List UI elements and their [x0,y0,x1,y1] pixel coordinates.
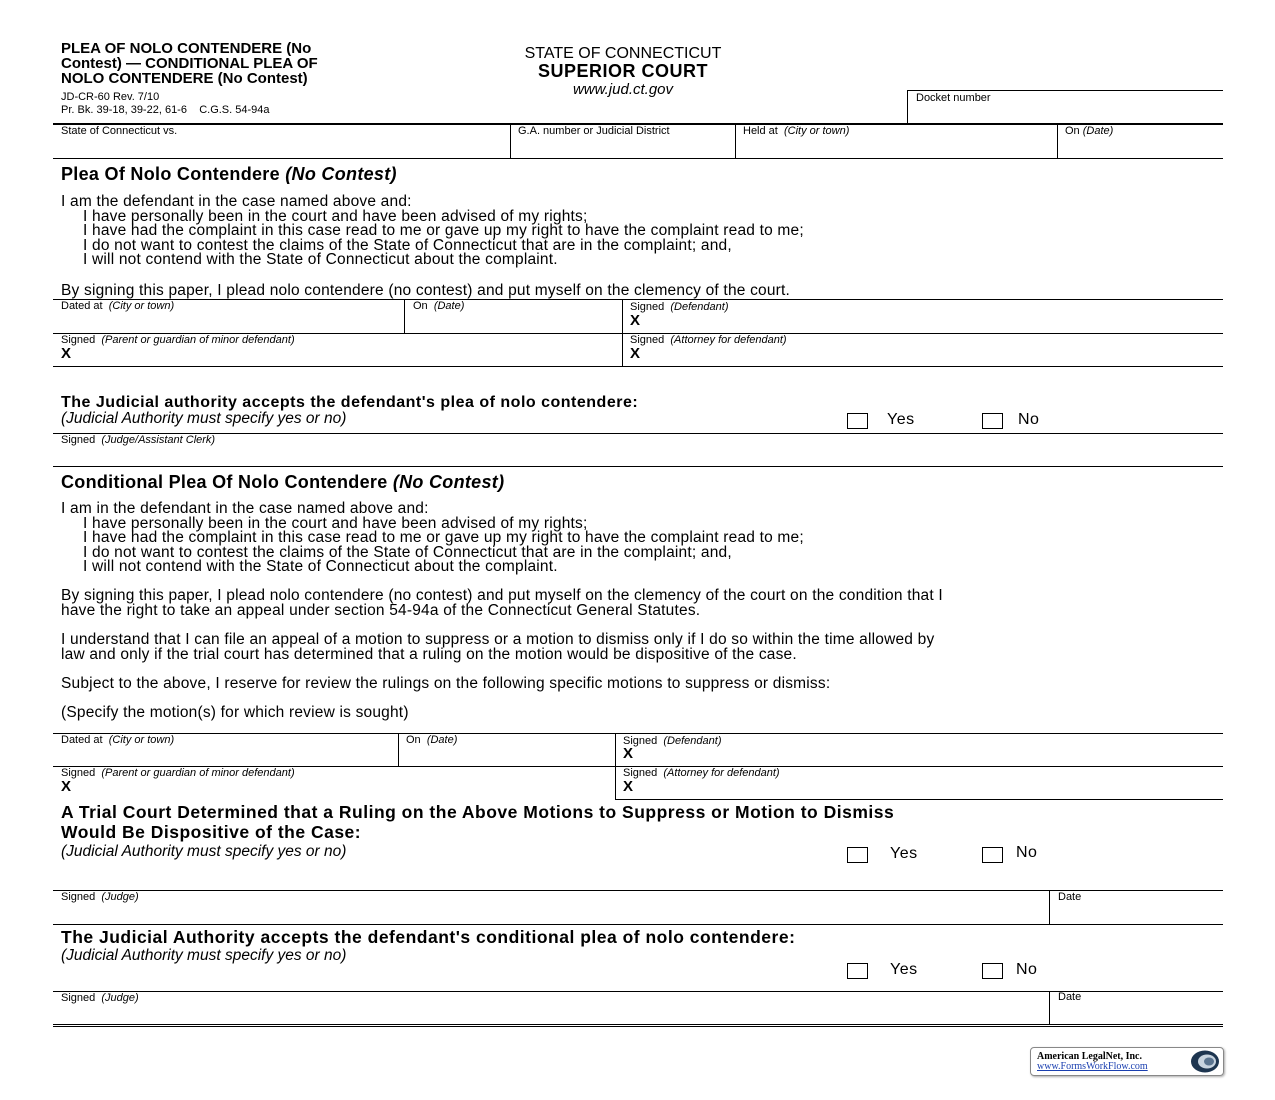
signed-guardian-label: Signed (Parent or guardian of minor defe… [61,767,295,779]
held-at-label: Held at [743,125,778,137]
date-label: Date [1058,891,1082,903]
title-line: NOLO CONTENDERE (No Contest) [61,70,308,87]
date-label: Date [1058,991,1082,1003]
yes-label: Yes [890,961,918,978]
yes-checkbox[interactable] [847,847,868,863]
american-legalnet-logo: American LegalNet, Inc. www.FormsWorkFlo… [1030,1047,1224,1076]
court-name: SUPERIOR COURT [537,61,708,81]
title-line: PLEA OF NOLO CONTENDERE (No [61,40,312,57]
plea-heading: Plea Of Nolo Contendere (No Contest) [61,164,397,184]
signature-x: X [61,778,72,795]
list-item: I do not want to contest the claims of t… [83,236,732,254]
list-item: I will not contend with the State of Con… [83,558,558,576]
trial-note: (Judicial Authority must specify yes or … [61,843,347,860]
yes-checkbox[interactable] [847,963,868,979]
no-checkbox[interactable] [982,413,1003,429]
on-date-label: On (Date) [406,734,458,746]
yes-checkbox[interactable] [847,413,868,429]
subject-statement: Subject to the above, I reserve for revi… [61,675,831,692]
defendant-name-field[interactable] [56,126,506,156]
ga-label: G.A. number or Judicial District [518,125,670,137]
docket-number-label: Docket number [916,92,991,104]
dated-at-label: Dated at (City or town) [61,300,175,312]
references: Pr. Bk. 39-18, 39-22, 61-6 C.G.S. 54-94a [61,104,270,116]
signed-judge-label: Signed (Judge) [61,891,139,903]
list-item: I will not contend with the State of Con… [83,251,558,269]
no-label: No [1016,844,1038,861]
yes-label: Yes [887,411,915,428]
website-link[interactable]: www.jud.ct.gov [572,81,674,98]
held-at-field[interactable] [737,138,1055,156]
form-title: PLEA OF NOLO CONTENDERE (No Contest) — C… [61,41,318,86]
signed-judge-label: Signed (Judge) [61,992,139,1004]
globe-icon [1191,1050,1219,1073]
list-item: I have personally been in the court and … [83,207,588,225]
list-item: I do not want to contest the claims of t… [83,543,732,561]
no-label: No [1016,961,1038,978]
hint: (City or town) [783,125,850,137]
plea-signing-statement: By signing this paper, I plead nolo cont… [61,282,791,299]
no-label: No [1018,411,1040,428]
no-checkbox[interactable] [982,963,1003,979]
form-number: JD-CR-60 Rev. 7/10 [61,91,160,103]
forms-workflow-link[interactable]: www.FormsWorkFlow.com [1037,1061,1148,1072]
dated-at-label: Dated at (City or town) [61,734,175,746]
signed-defendant-label: Signed (Defendant) [630,301,729,313]
signed-attorney-label: Signed (Attorney for defendant) [623,767,780,779]
conditional-text: I am in the defendant in the case named … [61,500,804,576]
acceptance-note: (Judicial Authority must specify yes or … [61,410,347,427]
on-date-label: On (Date) [413,300,465,312]
signature-x: X [630,312,641,329]
plea-text: I am the defendant in the case named abo… [61,193,804,269]
signed-guardian-label: Signed (Parent or guardian of minor defe… [61,334,295,346]
list-item: I have personally been in the court and … [83,514,588,532]
list-item: I have had the complaint in this case re… [83,222,804,240]
conditional-signing-statement: By signing this paper, I plead nolo cont… [61,587,943,619]
appeal-statement: I understand that I can file an appeal o… [61,631,935,663]
hint: (Date) [1082,125,1114,137]
signature-x: X [623,778,634,795]
signed-defendant-label: Signed (Defendant) [623,735,722,747]
trial-court-heading: A Trial Court Determined that a Ruling o… [61,802,895,842]
specify-motions-label: (Specify the motion(s) for which review … [61,704,409,721]
on-label: On [1065,125,1080,137]
no-checkbox[interactable] [982,847,1003,863]
signature-x: X [61,345,72,362]
signed-attorney-label: Signed (Attorney for defendant) [630,334,787,346]
ga-field[interactable] [512,138,732,156]
conditional-heading: Conditional Plea Of Nolo Contendere (No … [61,472,505,492]
list-item: I have had the complaint in this case re… [83,529,804,547]
final-note: (Judicial Authority must specify yes or … [61,947,347,964]
signed-judge-clerk-label: Signed (Judge/Assistant Clerk) [61,434,216,446]
acceptance-heading: The Judicial authority accepts the defen… [61,394,639,411]
final-acceptance-heading: The Judicial Authority accepts the defen… [61,927,796,947]
title-line: Contest) — CONDITIONAL PLEA OF [61,55,318,72]
yes-label: Yes [890,845,918,862]
date-field[interactable] [1059,138,1221,156]
state-name: STATE OF CONNECTICUT [524,45,722,62]
signature-x: X [630,345,641,362]
state-vs-label: State of Connecticut vs. [61,125,178,137]
signature-x: X [623,745,634,762]
